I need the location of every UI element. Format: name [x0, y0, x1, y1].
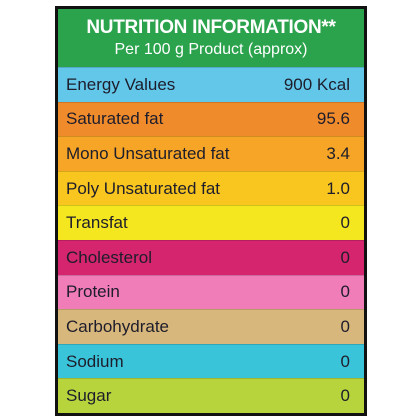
nutrient-name: Transfat: [66, 213, 128, 233]
table-row: Transfat 0: [58, 205, 364, 240]
nutrient-value: 0: [340, 282, 350, 302]
nutrient-name: Poly Unsaturated fat: [66, 178, 221, 198]
nutrient-name: Saturated fat: [66, 109, 164, 129]
nutrient-value: 0: [340, 351, 350, 371]
table: Energy Values 900 Kcal Saturated fat 95.6 Mo…: [58, 67, 364, 413]
nutrient-name: Protein: [66, 282, 120, 302]
nutrient-name: Cholesterol: [66, 247, 152, 267]
nutrient-name: Carbohydrate: [66, 316, 170, 336]
header: NUTRITION INFORMATION** Per 100 g Produc…: [58, 9, 364, 67]
nutrient-value: 0: [340, 213, 350, 233]
table-row: Cholesterol 0: [58, 239, 364, 275]
table-row: Poly Unsaturated fat 1.0: [58, 170, 364, 206]
nutrient-name: Energy Values: [66, 74, 176, 94]
nutrient-name: Mono Unsaturated fat: [66, 143, 230, 163]
nutrient-value: 900 Kcal: [283, 74, 350, 94]
table-row: Carbohydrate 0: [58, 309, 364, 344]
table-row: Saturated fat 95.6: [58, 101, 364, 137]
nutrient-value: 0: [340, 316, 350, 336]
nutrient-value: 3.4: [326, 143, 350, 163]
table-row: Energy Values 900 Kcal: [58, 67, 364, 102]
table-row: Sugar 0: [58, 378, 364, 413]
nutrient-value: 0: [340, 247, 350, 267]
nutrient-name: Sodium: [66, 351, 124, 371]
nutrient-value: 0: [340, 386, 350, 406]
nutrient-value: 1.0: [326, 178, 350, 198]
table-row: Mono Unsaturated fat 3.4: [58, 136, 364, 171]
nutrient-value: 95.6: [316, 109, 350, 129]
nutrition-label: NUTRITION INFORMATION** Per 100 g Produc…: [55, 6, 367, 416]
title: NUTRITION INFORMATION**: [86, 17, 336, 38]
table-row: Protein 0: [58, 274, 364, 310]
nutrient-name: Sugar: [66, 386, 112, 406]
subtitle: Per 100 g Product (approx): [114, 41, 308, 58]
table-row: Sodium 0: [58, 343, 364, 379]
